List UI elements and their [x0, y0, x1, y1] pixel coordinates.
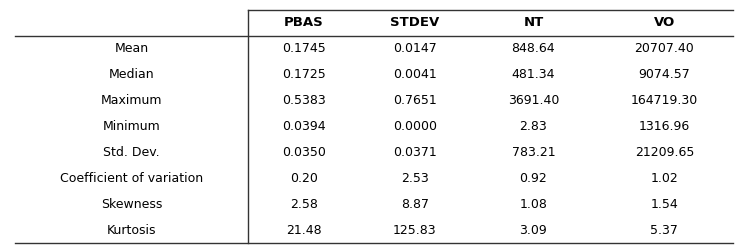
- Text: 0.0350: 0.0350: [282, 146, 326, 159]
- Text: 0.7651: 0.7651: [393, 94, 437, 107]
- Text: 0.0041: 0.0041: [393, 68, 437, 81]
- Text: 0.0394: 0.0394: [282, 120, 326, 133]
- Text: 0.1745: 0.1745: [282, 42, 326, 55]
- Text: 0.20: 0.20: [290, 172, 317, 185]
- Text: 164719.30: 164719.30: [630, 94, 698, 107]
- Text: 1.08: 1.08: [519, 198, 548, 211]
- Text: Std. Dev.: Std. Dev.: [103, 146, 160, 159]
- Text: NT: NT: [523, 16, 544, 29]
- Text: Kurtosis: Kurtosis: [107, 224, 156, 237]
- Text: Maximum: Maximum: [101, 94, 162, 107]
- Text: STDEV: STDEV: [390, 16, 440, 29]
- Text: 783.21: 783.21: [511, 146, 555, 159]
- Text: 0.0147: 0.0147: [393, 42, 437, 55]
- Text: PBAS: PBAS: [284, 16, 323, 29]
- Text: Skewness: Skewness: [101, 198, 162, 211]
- Text: 481.34: 481.34: [511, 68, 555, 81]
- Text: 848.64: 848.64: [511, 42, 555, 55]
- Text: 2.83: 2.83: [519, 120, 548, 133]
- Text: 1.54: 1.54: [650, 198, 679, 211]
- Text: 5.37: 5.37: [650, 224, 679, 237]
- Text: Median: Median: [109, 68, 154, 81]
- Text: VO: VO: [653, 16, 675, 29]
- Text: Mean: Mean: [115, 42, 149, 55]
- Text: 3691.40: 3691.40: [508, 94, 559, 107]
- Text: 0.1725: 0.1725: [282, 68, 326, 81]
- Text: 0.0371: 0.0371: [393, 146, 437, 159]
- Text: 0.92: 0.92: [519, 172, 548, 185]
- Text: 9074.57: 9074.57: [639, 68, 690, 81]
- Text: 0.5383: 0.5383: [282, 94, 326, 107]
- Text: 3.09: 3.09: [519, 224, 548, 237]
- Text: 21209.65: 21209.65: [635, 146, 694, 159]
- Text: 20707.40: 20707.40: [634, 42, 694, 55]
- Text: 125.83: 125.83: [393, 224, 437, 237]
- Text: 0.0000: 0.0000: [393, 120, 437, 133]
- Text: 8.87: 8.87: [401, 198, 429, 211]
- Text: Coefficient of variation: Coefficient of variation: [60, 172, 203, 185]
- Text: 21.48: 21.48: [286, 224, 321, 237]
- Text: 1316.96: 1316.96: [639, 120, 690, 133]
- Text: 2.53: 2.53: [401, 172, 429, 185]
- Text: Minimum: Minimum: [103, 120, 161, 133]
- Text: 2.58: 2.58: [290, 198, 317, 211]
- Text: 1.02: 1.02: [650, 172, 679, 185]
